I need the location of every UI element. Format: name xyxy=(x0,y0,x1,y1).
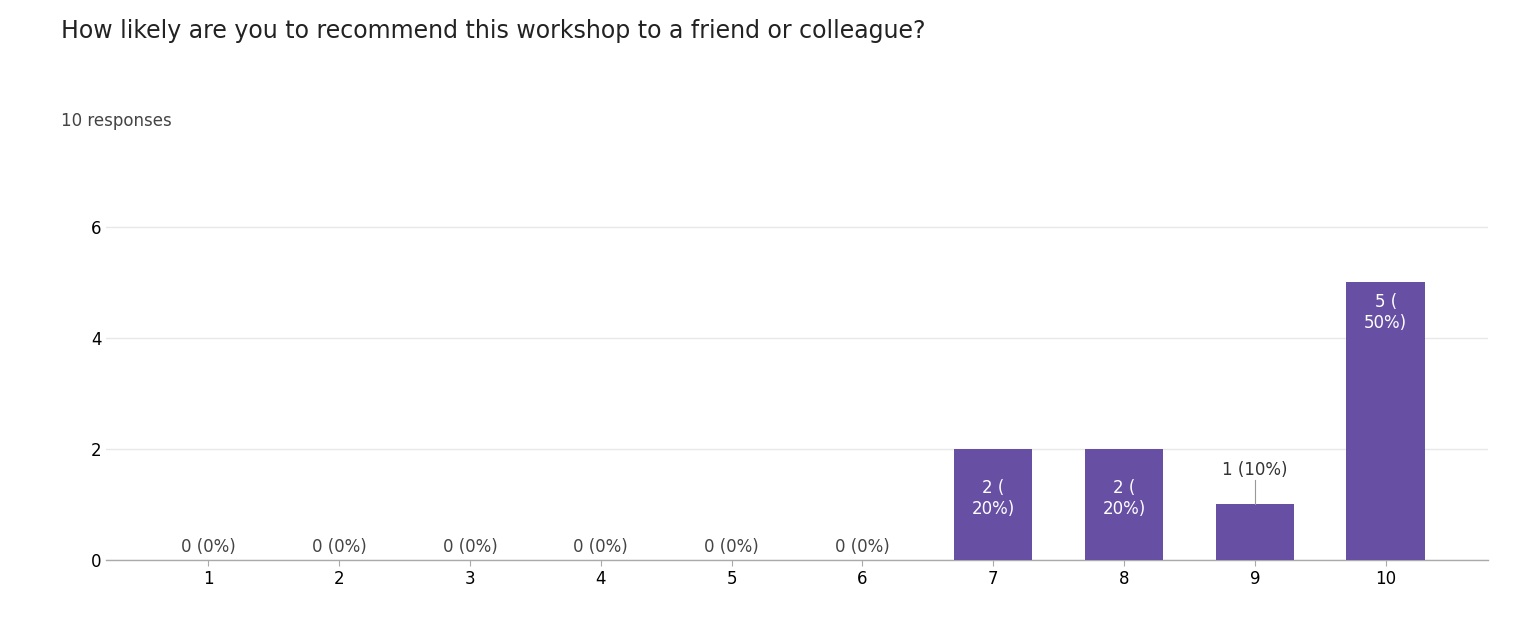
Text: 0 (0%): 0 (0%) xyxy=(835,538,890,556)
Text: 1 (10%): 1 (10%) xyxy=(1222,462,1287,480)
Text: 10 responses: 10 responses xyxy=(61,112,172,130)
Text: 2 (
20%): 2 ( 20%) xyxy=(1102,480,1146,518)
Text: 0 (0%): 0 (0%) xyxy=(181,538,235,556)
Text: 0 (0%): 0 (0%) xyxy=(311,538,366,556)
Text: 0 (0%): 0 (0%) xyxy=(704,538,759,556)
Text: 0 (0%): 0 (0%) xyxy=(574,538,628,556)
Bar xyxy=(953,449,1032,560)
Bar xyxy=(1346,282,1425,560)
Bar xyxy=(1216,504,1293,560)
Text: How likely are you to recommend this workshop to a friend or colleague?: How likely are you to recommend this wor… xyxy=(61,19,924,43)
Text: 2 (
20%): 2 ( 20%) xyxy=(972,480,1016,518)
Bar xyxy=(1085,449,1163,560)
Text: 0 (0%): 0 (0%) xyxy=(443,538,498,556)
Text: 5 (
50%): 5 ( 50%) xyxy=(1365,294,1407,332)
